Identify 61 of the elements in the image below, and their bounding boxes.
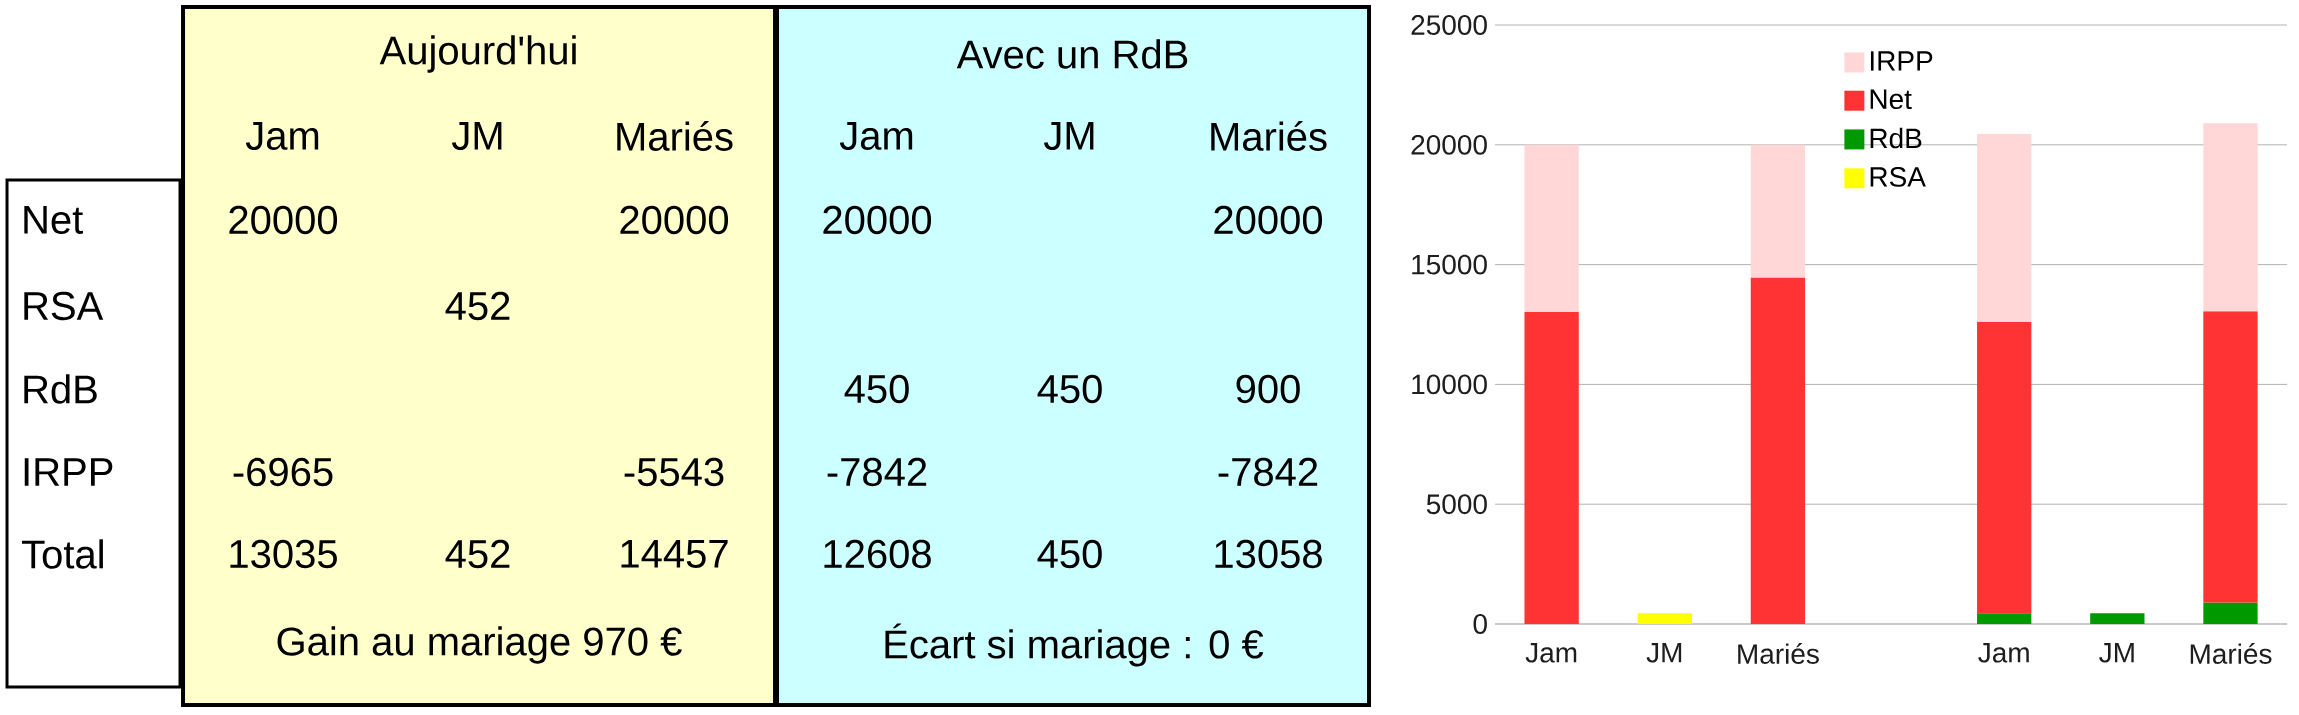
y-tick-label: 20000: [1411, 134, 1487, 155]
category-label: RSA: [24, 291, 104, 321]
legend-label: Net: [1870, 89, 1912, 110]
bar: [1524, 311, 1579, 625]
x-tick-label: Jam: [1525, 643, 1577, 663]
text: 13035: [230, 539, 337, 569]
bar: [2203, 311, 2258, 603]
text: Écart si mariage : 0 €: [885, 623, 1264, 667]
text: 900: [1236, 374, 1300, 404]
bar: [2090, 613, 2145, 625]
text: 450: [1037, 374, 1102, 404]
category-label: IRPP: [24, 458, 113, 486]
text: -7842: [1218, 457, 1318, 487]
text: 20000: [823, 205, 932, 235]
x-tick-label: JM: [2099, 643, 2134, 663]
x-tick-label: Mariés: [1738, 643, 1819, 664]
category-label: Total: [21, 539, 103, 569]
text: 452: [445, 291, 510, 321]
text: -5543: [624, 457, 724, 487]
category-label: Net: [24, 206, 83, 234]
category-label: Jam: [839, 122, 913, 150]
legend-label: RdB: [1870, 127, 1922, 149]
text: -6965: [233, 457, 333, 487]
text: 20000: [620, 205, 729, 235]
text: -7842: [827, 457, 927, 487]
legend-label: RSA: [1870, 167, 1926, 187]
legend-label: IRPP: [1870, 51, 1933, 71]
y-tick-label: 15000: [1412, 254, 1487, 275]
text: 14457: [621, 540, 728, 568]
text: 450: [1037, 539, 1102, 569]
bar: [1637, 613, 1692, 625]
x-tick-label: Jam: [1978, 643, 2029, 663]
category-label: RdB: [24, 374, 97, 404]
bar: [1750, 144, 1806, 278]
category-label: JM: [451, 122, 502, 150]
category-label: JM: [1043, 122, 1094, 150]
bar: [1750, 277, 1806, 625]
y-tick-label: 0: [1473, 614, 1487, 634]
y-tick-label: 5000: [1426, 494, 1487, 515]
category-label: Mariés: [617, 121, 733, 151]
bar: [1977, 321, 2032, 614]
text: 20000: [229, 205, 338, 235]
bar: [1977, 134, 2032, 322]
text: 12608: [824, 539, 931, 569]
text: 450: [844, 374, 909, 404]
bar: [2203, 602, 2258, 625]
text: 452: [445, 539, 510, 569]
category-label: Jam: [245, 122, 319, 150]
text: Gain au mariage 970 €: [277, 626, 682, 664]
y-tick-label: 10000: [1412, 374, 1487, 395]
bar: [1524, 144, 1579, 312]
text: Aujourd'hui: [379, 35, 576, 73]
text: 13058: [1215, 539, 1322, 569]
bar: [2203, 123, 2258, 312]
y-tick-label: 25000: [1411, 15, 1487, 35]
text: Avec un RdB: [956, 39, 1188, 69]
category-label: Mariés: [1211, 121, 1327, 151]
bar: [1977, 613, 2032, 625]
text: 20000: [1214, 205, 1323, 235]
x-tick-label: Mariés: [2190, 643, 2272, 664]
x-tick-label: JM: [1646, 643, 1682, 663]
